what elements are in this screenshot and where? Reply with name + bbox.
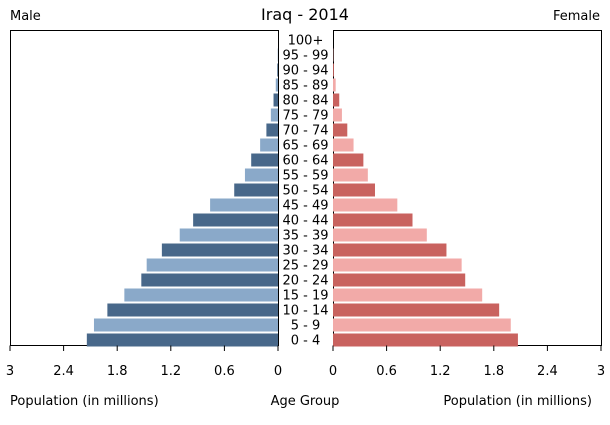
age-group-label: 5 - 9 bbox=[291, 319, 321, 334]
male-bar bbox=[260, 138, 278, 152]
female-bar bbox=[333, 258, 462, 272]
male-bar bbox=[86, 333, 278, 347]
male-bar bbox=[251, 153, 278, 167]
male-bar bbox=[107, 303, 279, 317]
male-bar bbox=[161, 243, 278, 257]
male-x-tick-label: 2.4 bbox=[53, 364, 74, 379]
age-group-label: 85 - 89 bbox=[282, 79, 328, 94]
male-bar bbox=[146, 258, 278, 272]
male-x-tick-label: 1.2 bbox=[160, 364, 181, 379]
female-bar bbox=[333, 333, 518, 347]
female-bar bbox=[333, 318, 511, 332]
female-bar bbox=[333, 243, 447, 257]
age-group-label: 100+ bbox=[288, 34, 324, 49]
chart-title: Iraq - 2014 bbox=[261, 5, 349, 24]
female-bar bbox=[333, 198, 398, 212]
female-bar bbox=[333, 273, 466, 287]
male-axis-label: Population (in millions) bbox=[10, 394, 159, 409]
age-group-label: 95 - 99 bbox=[282, 49, 328, 64]
female-bar bbox=[333, 138, 354, 152]
female-axis-label: Population (in millions) bbox=[443, 394, 592, 409]
male-bar bbox=[141, 273, 278, 287]
male-bar bbox=[234, 183, 278, 197]
male-bar bbox=[179, 228, 278, 242]
female-bar bbox=[333, 78, 336, 92]
male-bar bbox=[124, 288, 278, 302]
age-group-label: 55 - 59 bbox=[282, 169, 328, 184]
female-bar bbox=[333, 63, 334, 77]
age-group-label: 70 - 74 bbox=[282, 124, 328, 139]
male-bar bbox=[193, 213, 278, 227]
male-bar bbox=[277, 63, 278, 77]
male-bar bbox=[266, 123, 278, 137]
female-bar bbox=[333, 228, 427, 242]
female-bar bbox=[333, 213, 413, 227]
male-x-tick-label: 1.8 bbox=[107, 364, 128, 379]
age-group-label: 75 - 79 bbox=[282, 109, 328, 124]
male-bar bbox=[93, 318, 278, 332]
male-x-tick-label: 0 bbox=[274, 364, 282, 379]
age-group-label: 30 - 34 bbox=[282, 244, 328, 259]
female-x-tick-label: 2.4 bbox=[537, 364, 558, 379]
female-bar bbox=[333, 108, 342, 122]
male-x-tick-label: 0.6 bbox=[214, 364, 235, 379]
female-bar bbox=[333, 303, 500, 317]
female-x-tick-label: 0 bbox=[329, 364, 337, 379]
male-bar bbox=[210, 198, 278, 212]
female-bar bbox=[333, 183, 375, 197]
age-group-label: 80 - 84 bbox=[282, 94, 328, 109]
female-x-tick-label: 0.6 bbox=[376, 364, 397, 379]
age-group-label: 65 - 69 bbox=[282, 139, 328, 154]
age-group-label: 90 - 94 bbox=[282, 64, 328, 79]
age-group-label: 0 - 4 bbox=[291, 334, 321, 349]
male-bar bbox=[244, 168, 278, 182]
female-bar bbox=[333, 168, 368, 182]
female-x-tick-label: 1.8 bbox=[483, 364, 504, 379]
age-group-label: 40 - 44 bbox=[282, 214, 328, 229]
female-x-tick-label: 3 bbox=[597, 364, 605, 379]
age-group-label: 15 - 19 bbox=[282, 289, 328, 304]
center-axis-label: Age Group bbox=[271, 394, 340, 409]
female-x-tick-label: 1.2 bbox=[430, 364, 451, 379]
male-bar bbox=[270, 108, 278, 122]
age-group-label: 25 - 29 bbox=[282, 259, 328, 274]
age-group-label: 60 - 64 bbox=[282, 154, 328, 169]
female-bar bbox=[333, 93, 340, 107]
female-bar bbox=[333, 288, 483, 302]
male-header: Male bbox=[10, 9, 41, 24]
age-group-label: 20 - 24 bbox=[282, 274, 328, 289]
female-header: Female bbox=[553, 9, 600, 24]
age-group-label: 50 - 54 bbox=[282, 184, 328, 199]
female-bar bbox=[333, 153, 364, 167]
female-bar bbox=[333, 123, 348, 137]
age-group-label: 45 - 49 bbox=[282, 199, 328, 214]
male-bar bbox=[273, 93, 278, 107]
age-group-label: 35 - 39 bbox=[282, 229, 328, 244]
male-x-tick-label: 3 bbox=[6, 364, 14, 379]
age-group-label: 10 - 14 bbox=[282, 304, 328, 319]
male-bar bbox=[275, 78, 278, 92]
